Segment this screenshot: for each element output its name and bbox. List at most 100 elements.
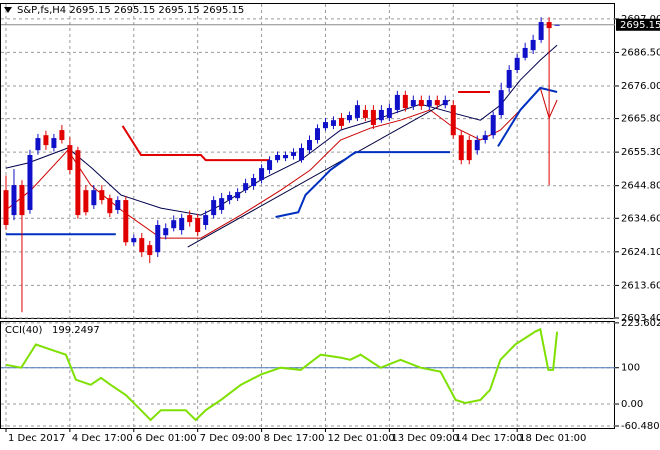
indicator-value: 199.2497 [52,325,100,336]
candle-body [442,100,448,106]
candle-body [139,238,145,253]
candle-body [299,147,305,161]
candle-body [123,200,129,243]
candle-body [498,90,504,116]
candle-body [514,57,520,70]
candle-body [546,22,552,29]
y-tick-label: 100 [621,363,640,374]
candle-body [538,22,544,40]
candle-body [99,190,105,201]
candle-body [91,190,97,206]
indicator-line [187,99,451,248]
candle-body [19,185,25,216]
x-tick-label: 1 Dec 2017 [8,433,66,444]
candle-body [418,100,424,107]
cci-frame [0,321,615,429]
candle-body [466,139,472,161]
candle-body [530,39,536,51]
candle-body [259,168,265,180]
candle-body [490,115,496,136]
candle-body [115,200,121,210]
y-tick-label: 2634.60 [621,213,660,224]
candle-body [354,105,360,118]
candle-body [179,217,185,231]
candle-body [243,183,249,191]
candle-body [267,160,273,171]
candle-body [3,190,9,225]
y-tick-label: 2603.40 [621,313,660,324]
y-tick-label: 2665.80 [621,114,660,125]
candle-body [554,24,560,26]
candle-body [187,215,193,223]
y-tick-label: 2676.00 [621,81,660,92]
x-tick-label: 8 Dec 17:00 [264,433,325,444]
candle-body [59,130,65,140]
candle-body [426,100,432,107]
candle-body [163,228,169,236]
candle-body [11,185,17,216]
candle-body [275,155,281,161]
candle-body [291,152,297,156]
candle-body [314,128,320,140]
candle-body [322,122,328,129]
x-tick-label: 13 Dec 09:00 [391,433,458,444]
x-tick-label: 14 Dec 17:00 [455,433,522,444]
y-tick-label: 2655.30 [621,147,660,158]
candle-body [219,198,225,210]
y-tick-label: 0.00 [621,399,643,410]
indicator-line [5,327,559,422]
candle-body [147,245,153,256]
candle-body [458,135,464,161]
candle-body [251,178,257,187]
candle-body [155,224,161,253]
y-tick-label: 223.6028 [621,318,660,329]
candle-body [51,138,57,148]
indicator-line [121,91,490,162]
candle-body [306,139,312,151]
candle-body [378,109,384,121]
chart-title: S&P,fs,H4 2695.15 2695.15 2695.15 2695.1… [17,5,244,16]
candle-body [131,238,137,243]
x-tick-label: 6 Dec 01:00 [136,433,197,444]
candle-body [410,100,416,107]
candle-body [522,47,528,58]
candle-body [346,115,352,121]
candle-body [450,105,456,136]
candle-body [482,135,488,140]
candle-body [283,155,289,159]
x-tick-label: 4 Dec 17:00 [72,433,133,444]
candle-body [195,217,201,233]
candle-body [203,215,209,225]
x-tick-label: 18 Dec 01:00 [519,433,586,444]
candle-body [43,135,49,146]
x-tick-label: 12 Dec 01:00 [327,433,394,444]
y-tick-label: 2686.50 [621,47,660,58]
y-tick-label: 2624.10 [621,247,660,258]
indicator-label: CCI(40) [5,325,43,336]
last-price-label: 2695.15 [620,20,660,31]
y-tick-label: 2613.60 [621,280,660,291]
candle-body [386,108,392,118]
candle-body [330,120,336,126]
candle-body [107,198,113,214]
candle-body [75,150,81,216]
candle-body [338,117,344,126]
candle-body [434,100,440,106]
menu-triangle[interactable] [4,7,12,13]
candle-body [370,109,376,125]
x-tick-label: 7 Dec 09:00 [200,433,261,444]
candle-body [227,194,233,201]
candle-body [235,192,241,199]
candle-body [171,220,177,229]
candle-body [35,138,41,151]
y-tick-label: 2644.80 [621,181,660,192]
candle-body [67,145,73,171]
candle-body [394,94,400,110]
plot-layer: 1 Dec 2017 4 Dec 17:00 6 Dec 01:00 7 Dec 09… [1,4,660,444]
candle-body [506,69,512,88]
candle-body [83,190,89,213]
candle-body [362,109,368,118]
